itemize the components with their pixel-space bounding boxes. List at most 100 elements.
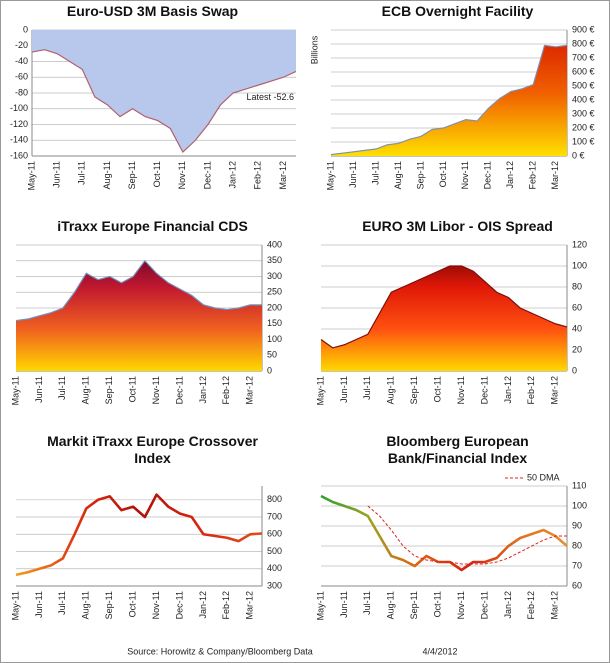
y-tick-label: 0 € <box>572 150 585 160</box>
y-tick-label: 80 <box>572 281 582 291</box>
y-tick-label: -140 <box>10 135 28 145</box>
x-tick-label: Feb-12 <box>221 591 231 620</box>
x-tick-label: Dec-11 <box>202 161 212 189</box>
x-tick-label: Nov-11 <box>151 376 161 404</box>
x-tick-label: Oct-11 <box>433 591 443 617</box>
x-tick-label: Nov-11 <box>151 591 161 619</box>
y-tick-label: 50 <box>267 350 277 360</box>
x-tick-label: Aug-11 <box>386 376 396 404</box>
line <box>15 493 263 577</box>
y-tick-label: 300 <box>267 580 282 590</box>
x-tick-label: Jul-11 <box>362 591 372 615</box>
y-tick-label: 90 <box>572 520 582 530</box>
x-tick-label: Dec-11 <box>483 161 493 189</box>
y-tick-label: 100 € <box>572 136 595 146</box>
y-tick-label: 700 € <box>572 52 595 62</box>
x-tick-label: Feb-12 <box>526 376 536 405</box>
dma-line <box>367 505 567 565</box>
x-tick-label: Jan-12 <box>503 376 513 404</box>
x-tick-label: May-11 <box>325 161 335 190</box>
area-edge <box>31 49 297 154</box>
x-tick-label: May-11 <box>315 591 325 620</box>
x-tick-label: Jun-11 <box>52 161 62 188</box>
x-tick-label: Dec-11 <box>479 591 489 619</box>
line <box>320 494 568 572</box>
x-tick-label: Jun-11 <box>348 161 358 188</box>
x-tick-label: Jul-11 <box>57 376 67 400</box>
y-axis-label: Billions <box>309 35 319 64</box>
chart-title: ECB Overnight Facility <box>381 3 534 19</box>
y-tick-label: 100 <box>572 500 587 510</box>
area <box>32 30 296 153</box>
x-tick-label: Jun-11 <box>34 376 44 403</box>
x-tick-label: Mar-12 <box>245 591 255 620</box>
x-tick-label: Dec-11 <box>174 376 184 404</box>
y-tick-label: 400 <box>267 563 282 573</box>
y-tick-label: -80 <box>15 87 28 97</box>
x-tick-label: Feb-12 <box>526 591 536 620</box>
x-tick-label: Sep-11 <box>104 591 114 619</box>
y-tick-label: 500 <box>267 546 282 556</box>
y-tick-label: 0 <box>572 365 577 375</box>
x-tick-label: Nov-11 <box>456 376 466 404</box>
area-edge <box>320 265 568 349</box>
source: Source: Horowitz & Company/Bloomberg Dat… <box>127 646 313 656</box>
area <box>331 45 567 156</box>
x-tick-label: Aug-11 <box>386 591 396 619</box>
x-tick-label: Mar-12 <box>550 376 560 405</box>
x-tick-label: Jun-11 <box>339 376 349 403</box>
x-tick-label: Sep-11 <box>409 376 419 404</box>
y-tick-label: 200 € <box>572 122 595 132</box>
y-tick-label: -40 <box>15 56 28 66</box>
x-tick-label: Oct-11 <box>128 376 138 402</box>
legend-label: 50 DMA <box>527 472 560 482</box>
x-tick-label: Jun-11 <box>339 591 349 618</box>
x-tick-label: Oct-11 <box>128 591 138 617</box>
x-tick-label: Aug-11 <box>81 376 91 404</box>
y-tick-label: 600 € <box>572 66 595 76</box>
y-tick-label: -120 <box>10 119 28 129</box>
area <box>321 266 567 371</box>
x-tick-label: Mar-12 <box>245 376 255 405</box>
area <box>16 260 262 371</box>
x-tick-label: Jan-12 <box>198 376 208 404</box>
x-tick-label: Jan-12 <box>505 161 515 189</box>
x-tick-label: Jan-12 <box>503 591 513 619</box>
chart-title: Markit iTraxx Europe Crossover Index <box>47 433 258 466</box>
x-tick-label: Feb-12 <box>528 161 538 190</box>
y-tick-label: 60 <box>572 302 582 312</box>
y-tick-label: -160 <box>10 150 28 160</box>
x-tick-label: Jul-11 <box>77 161 87 185</box>
y-tick-label: -60 <box>15 72 28 82</box>
y-tick-label: 300 € <box>572 108 595 118</box>
x-tick-label: May-11 <box>26 161 36 190</box>
y-tick-label: 70 <box>572 560 582 570</box>
chart-title: Bloomberg European Bank/Financial Index <box>386 433 529 466</box>
x-tick-label: Dec-11 <box>479 376 489 404</box>
y-tick-label: 100 <box>267 334 282 344</box>
annotation: Latest -52.6 <box>246 92 294 102</box>
x-tick-label: Aug-11 <box>81 591 91 619</box>
y-tick-label: 350 <box>267 255 282 265</box>
x-tick-label: Mar-12 <box>550 161 560 190</box>
x-tick-label: Aug-11 <box>393 161 403 189</box>
y-tick-label: 600 <box>267 529 282 539</box>
x-tick-label: Sep-11 <box>415 161 425 189</box>
x-tick-label: Aug-11 <box>102 161 112 189</box>
y-tick-label: 60 <box>572 580 582 590</box>
x-tick-label: Dec-11 <box>174 591 184 619</box>
x-tick-label: Jan-12 <box>228 161 238 189</box>
area-edge <box>330 44 568 156</box>
x-tick-label: Sep-11 <box>127 161 137 189</box>
x-tick-label: Oct-11 <box>438 161 448 187</box>
y-tick-label: -20 <box>15 40 28 50</box>
y-tick-label: 0 <box>267 365 272 375</box>
y-tick-label: 400 € <box>572 94 595 104</box>
y-tick-label: 20 <box>572 344 582 354</box>
y-tick-label: 150 <box>267 318 282 328</box>
y-tick-label: 40 <box>572 323 582 333</box>
y-tick-label: 700 <box>267 511 282 521</box>
chart-title: Euro-USD 3M Basis Swap <box>66 3 239 19</box>
y-tick-label: 200 <box>267 302 282 312</box>
